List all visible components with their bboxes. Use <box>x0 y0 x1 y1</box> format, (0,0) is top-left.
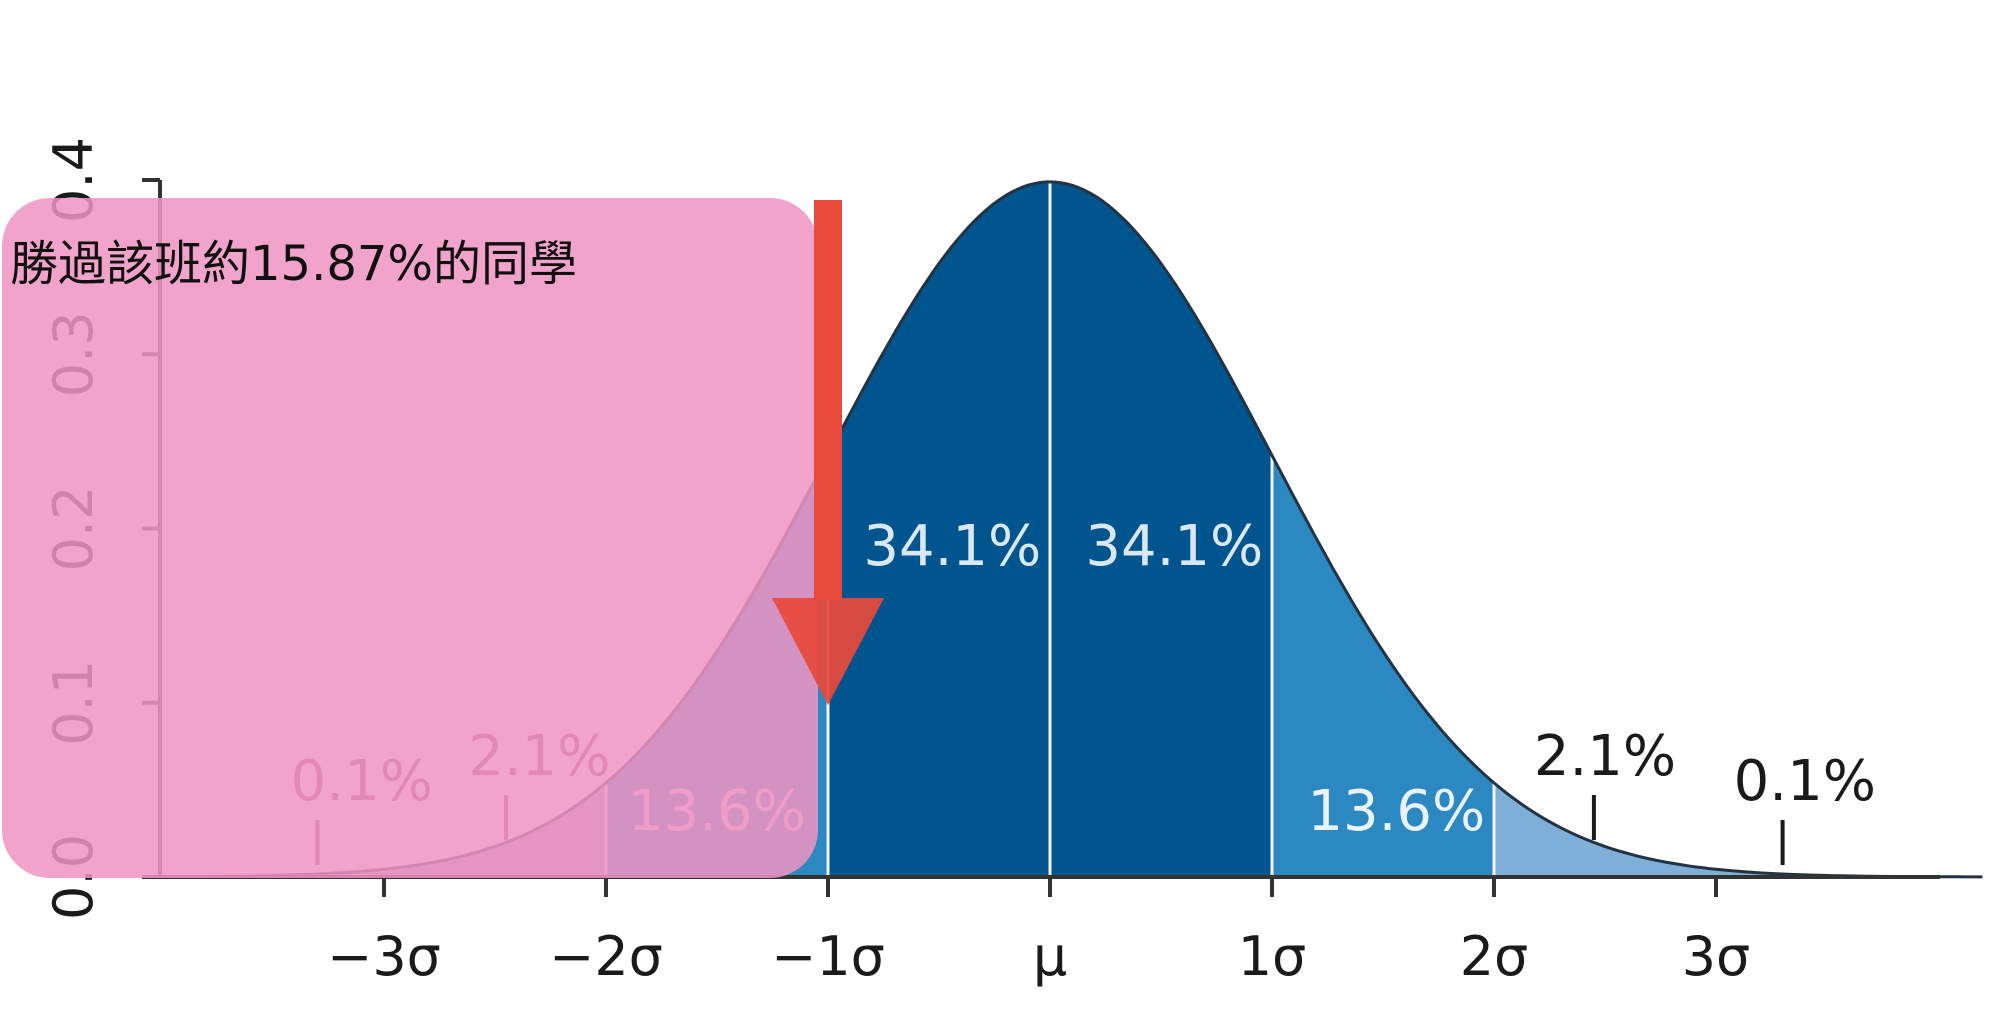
x-tick-label: 3σ <box>1682 925 1751 988</box>
x-tick-label: μ <box>1033 925 1067 988</box>
callout-text: 勝過該班約15.87%的同學 <box>10 236 577 292</box>
region-percent-label: 34.1% <box>863 514 1041 579</box>
x-tick-label: 2σ <box>1460 925 1529 988</box>
region-percent-label: 34.1% <box>1085 514 1263 579</box>
callout-annotation: 勝過該班約15.87%的同學 <box>2 198 884 878</box>
highlight-overlay <box>2 198 818 878</box>
region-3 <box>1050 181 1272 878</box>
region-percent-label: 13.6% <box>1307 779 1485 844</box>
x-tick-label: −3σ <box>327 925 441 988</box>
region-5 <box>1494 782 1983 877</box>
tail-percent-label: 0.1% <box>1734 749 1876 814</box>
tail-percent-label: 2.1% <box>1534 724 1676 789</box>
arrow-shaft <box>814 200 842 600</box>
arrow-head <box>772 598 884 705</box>
x-tick-label: 1σ <box>1238 925 1307 988</box>
x-tick-label: −1σ <box>771 925 885 988</box>
region-2 <box>828 181 1050 878</box>
x-tick-label: −2σ <box>549 925 663 988</box>
